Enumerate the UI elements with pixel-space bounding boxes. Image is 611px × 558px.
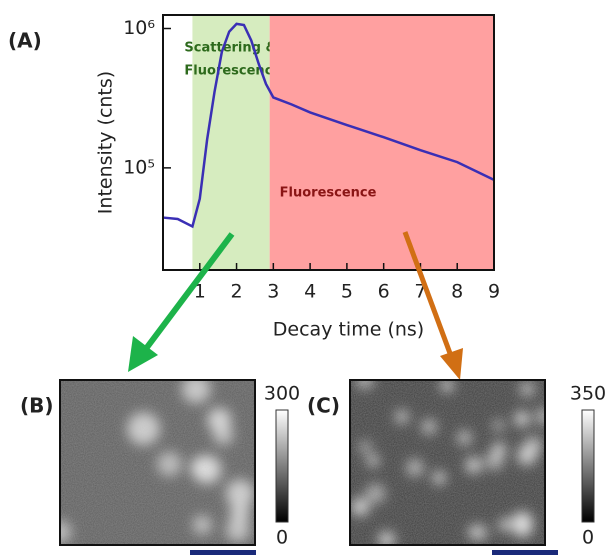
data-line — [162, 22, 495, 229]
image-frame — [349, 379, 546, 546]
region-label: Scattering & — [184, 41, 276, 56]
y-tick-label: 10⁶ — [123, 17, 155, 39]
x-tick-label: 6 — [378, 281, 390, 303]
region-label: Fluorescence — [184, 64, 281, 79]
x-tick-label: 5 — [341, 281, 353, 303]
x-tick-label: 4 — [304, 281, 316, 303]
arrow-green — [128, 232, 235, 372]
plot: Scattering & Fluorescence Fluorescence 1 2 3 4… — [95, 14, 500, 341]
colorbar — [275, 409, 289, 523]
panel-label: (C) — [307, 394, 340, 418]
x-tick-label: 2 — [231, 281, 243, 303]
image-frame — [59, 379, 256, 546]
colorbar-label: 0 — [276, 527, 288, 549]
scale-bar — [190, 550, 256, 555]
x-tick-label: 3 — [267, 281, 279, 303]
arrow-orange — [402, 231, 463, 380]
image-noise — [350, 380, 545, 545]
x-tick-label: 1 — [194, 281, 206, 303]
region-label: Fluorescence — [280, 186, 377, 201]
y-axis-label: Intensity (cnts) — [95, 71, 117, 214]
region — [269, 15, 494, 270]
x-tick-label: 9 — [488, 281, 500, 303]
image-noise — [60, 380, 255, 545]
micrograph — [350, 380, 545, 545]
colorbar-label: 350 — [570, 383, 606, 405]
colorbar-label: 0 — [582, 527, 594, 549]
x-tick-label: 8 — [451, 281, 463, 303]
micrograph — [60, 380, 255, 545]
colorbar-label: 300 — [264, 383, 300, 405]
x-axis-label: Decay time (ns) — [273, 319, 424, 341]
plot-frame — [162, 14, 495, 271]
y-tick-label: 10⁵ — [123, 156, 155, 178]
panel-label: (B) — [20, 394, 54, 418]
scale-bar — [492, 550, 558, 555]
image-panels: (B) 0 300 (C) 0 350 — [20, 379, 606, 555]
colorbar — [581, 409, 595, 523]
panel-label: (A) — [8, 29, 42, 53]
